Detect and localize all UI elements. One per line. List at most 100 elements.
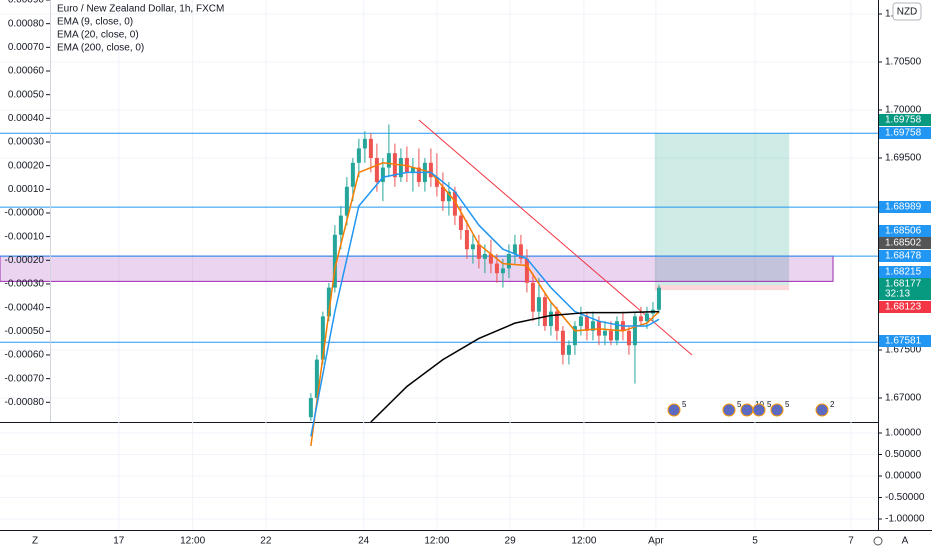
candle-body [602,330,607,336]
candle-body [308,398,313,418]
candle-body [332,234,337,288]
y-left-tick-label: -0.00080 [5,397,45,408]
candle-body [464,230,469,250]
y-left-tick-label: -0.00010 [5,231,45,242]
price-tag [879,278,931,290]
currency-label: NZD [897,7,918,18]
candle-body [632,316,637,346]
y-left-tick-label: -0.00000 [5,208,45,219]
candle-body [350,162,355,187]
event-count: 5 [785,400,790,409]
event-icon[interactable] [740,403,754,417]
currency-button[interactable] [892,2,922,21]
candle-body [380,167,385,183]
candle-body [542,297,547,327]
candle-body [440,186,445,202]
loss-zone [654,285,790,291]
x-tick-label: 5 [752,536,758,547]
candle-body [344,186,349,216]
x-tick-label: 12:00 [180,536,205,547]
x-tick-label: 24 [358,536,370,547]
y2-tick-label: -0.50000 [885,492,925,503]
event-icon[interactable] [722,403,736,417]
candle-body [368,138,373,159]
candle-body [488,254,493,264]
candle-body [560,330,565,355]
event-count: 5 [682,400,687,409]
event-count: 5 [737,400,742,409]
candle-body [434,177,439,187]
ema-line [310,171,660,437]
candle-body [416,167,421,183]
x-tick-label: 29 [505,536,517,547]
auto-scale-button[interactable]: A [902,536,909,547]
settings-icon[interactable] [873,536,883,546]
price-tag [879,266,931,278]
candle-body [536,297,541,312]
price-tag [879,225,931,237]
candle-body [608,330,613,341]
candle-body [356,148,361,163]
y-tick-label: 1.67000 [885,393,922,404]
event-count: 5 [767,400,772,409]
candle-body [512,244,517,255]
event-icon[interactable] [815,403,829,417]
legend-entry: EMA (9, close, 0) [57,17,133,28]
y-left-tick-label: 0.00080 [8,18,45,29]
y-left-tick-label: -0.00040 [5,302,45,313]
y-tick-label: 1.69500 [885,153,922,164]
candle-body [572,326,577,346]
candle-body [590,321,595,331]
y2-tick-label: 0.50000 [885,449,922,460]
price-tag-label: 1.68215 [885,267,922,278]
candle-body [500,268,505,274]
price-tag-label: 1.69758 [885,115,922,126]
price-tag-label: 1.67581 [885,336,922,347]
candle-body [338,215,343,235]
y2-tick-label: 1.00000 [885,428,922,439]
candle-body [392,153,397,178]
candle-body [524,258,529,283]
ema-line [370,310,659,423]
candle-body [566,345,571,355]
event-icon[interactable] [667,403,681,417]
candle-body [626,330,631,346]
candle-body [470,244,475,250]
y-left-tick-label: 0.00020 [8,160,45,171]
y-left-tick-label: -0.00020 [5,255,45,266]
candle-body [314,359,319,399]
candle-body [374,158,379,183]
candle-body [644,313,649,322]
price-tag-label: 1.68478 [885,251,922,262]
legend-title: Euro / New Zealand Dollar, 1h, FXCM [57,4,224,15]
price-tag-label: 1.68502 [885,238,922,249]
profit-zone [654,133,790,286]
candle-body [518,244,523,259]
zoom-button[interactable]: Z [32,536,38,547]
candle-body [386,153,391,168]
price-tag-label: 1.68989 [885,202,922,213]
x-tick-label: 12:00 [571,536,596,547]
price-tag [879,127,931,139]
price-tag-label: 1.69758 [885,128,922,139]
legend-entry: EMA (20, close, 0) [57,30,139,41]
y2-tick-label: 0.00000 [885,471,922,482]
event-icon[interactable] [770,403,784,417]
candle-body [362,138,367,149]
y-left-tick-label: -0.00070 [5,373,45,384]
price-tag-label: 1.68506 [885,226,922,237]
y-left-tick-label: 0.00010 [8,184,45,195]
y-left-tick-label: 0.00050 [8,89,45,100]
candle-body [452,191,457,216]
candle-body [458,215,463,231]
y-left-tick-label: 0.00030 [8,137,45,148]
candle-body [548,311,553,327]
candle-body [410,167,415,173]
y2-tick-label: -1.00000 [885,514,925,525]
event-icon[interactable] [752,403,766,417]
candle-body [494,263,499,274]
y-left-tick-label: 0.00060 [8,66,45,77]
candle-body [398,158,403,178]
x-tick-label: 17 [113,536,125,547]
